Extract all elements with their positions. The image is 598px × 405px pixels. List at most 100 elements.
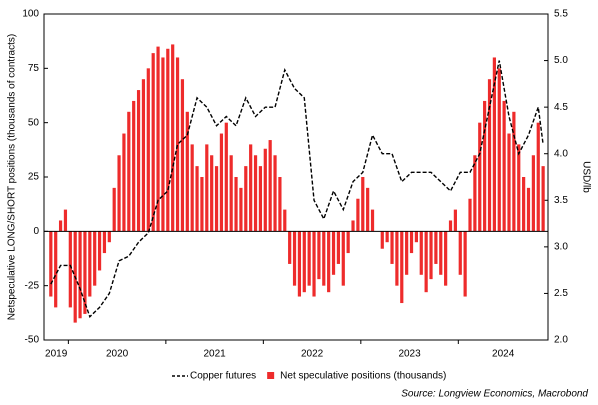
bar — [331, 231, 336, 275]
bar — [361, 177, 365, 232]
bar — [517, 144, 521, 232]
bar — [210, 155, 214, 232]
bar — [322, 231, 326, 286]
bar — [268, 140, 272, 232]
bar — [166, 48, 170, 232]
bar — [151, 53, 155, 232]
y-tick-label: 0 — [33, 226, 39, 237]
y2-tick-label: 5.0 — [554, 55, 568, 66]
bar — [288, 231, 292, 264]
y-axis-label: Netspeculative LONG/SHORT positions (tho… — [7, 34, 18, 320]
bar — [107, 231, 111, 243]
y-tick-label: 100 — [22, 9, 39, 20]
bar — [497, 68, 501, 232]
bar — [180, 79, 185, 232]
bar — [58, 220, 63, 232]
x-tick-label: 2022 — [301, 349, 324, 360]
bar — [463, 231, 467, 297]
bar — [370, 209, 375, 232]
y2-tick-label: 5.5 — [554, 9, 568, 20]
bar — [68, 231, 72, 308]
y2-tick-label: 2.5 — [554, 288, 568, 299]
bar — [414, 231, 418, 243]
bar — [434, 231, 438, 264]
bar — [185, 111, 189, 232]
bar — [258, 166, 263, 232]
bar — [200, 177, 204, 232]
bar — [54, 231, 58, 308]
bar — [453, 209, 457, 232]
bar — [253, 155, 258, 232]
bar — [380, 231, 384, 249]
bar — [190, 144, 194, 232]
legend-label: Copper futures — [190, 371, 256, 382]
bar — [273, 155, 277, 232]
bar — [88, 231, 92, 297]
bar — [244, 166, 248, 232]
bar — [239, 187, 243, 232]
bar — [146, 68, 150, 232]
bar — [292, 231, 297, 286]
x-tick-label: 2019 — [45, 349, 68, 360]
bar — [117, 155, 121, 232]
bar — [483, 100, 487, 232]
y-tick-label: 25 — [28, 172, 40, 183]
bar — [302, 231, 306, 293]
bar — [346, 231, 350, 254]
bar — [522, 177, 526, 232]
y-tick-label: -50 — [25, 335, 40, 346]
bar — [283, 209, 287, 232]
bar — [136, 90, 141, 232]
bar — [78, 231, 82, 319]
bar — [263, 148, 267, 232]
bar — [351, 220, 355, 232]
bar — [507, 133, 511, 232]
bar — [366, 187, 370, 232]
bar — [312, 231, 316, 297]
source-note: Source: Longview Economics, Macrobond — [401, 389, 588, 400]
bar — [214, 166, 219, 232]
bar — [341, 231, 345, 286]
bar — [400, 231, 404, 304]
bar — [512, 111, 516, 232]
bar — [385, 231, 389, 243]
bar — [97, 231, 102, 271]
bar — [390, 231, 394, 264]
bar — [531, 155, 535, 232]
x-tick-label: 2024 — [492, 349, 515, 360]
bar — [229, 155, 233, 232]
bar — [487, 79, 492, 232]
bar — [49, 231, 53, 297]
bar — [356, 198, 360, 232]
bar — [83, 231, 87, 314]
bar — [127, 111, 131, 232]
legend-label: Net speculative positions (thousands) — [280, 371, 446, 382]
y-tick-label: -25 — [25, 280, 40, 291]
bar — [448, 220, 453, 232]
bar — [224, 122, 228, 232]
y2-tick-label: 4.5 — [554, 102, 568, 113]
bar — [429, 231, 433, 280]
bar — [468, 198, 472, 232]
bar — [122, 133, 126, 232]
bar — [219, 133, 224, 232]
bar — [195, 166, 199, 232]
y2-tick-label: 3.5 — [554, 195, 568, 206]
bar — [439, 231, 443, 275]
bar — [161, 57, 165, 232]
bar — [278, 177, 282, 232]
y-tick-label: 75 — [28, 63, 40, 74]
bar — [458, 231, 462, 275]
y-tick-label: 50 — [28, 117, 40, 128]
bar — [317, 231, 321, 280]
x-tick-label: 2023 — [398, 349, 421, 360]
bar — [541, 166, 545, 232]
bar — [395, 231, 399, 286]
y2-axis-label: USD/lb — [580, 161, 591, 193]
bar — [63, 209, 68, 232]
bar — [234, 177, 238, 232]
bar — [409, 231, 414, 254]
copper-line — [50, 60, 544, 318]
y2-tick-label: 4.0 — [554, 148, 568, 159]
